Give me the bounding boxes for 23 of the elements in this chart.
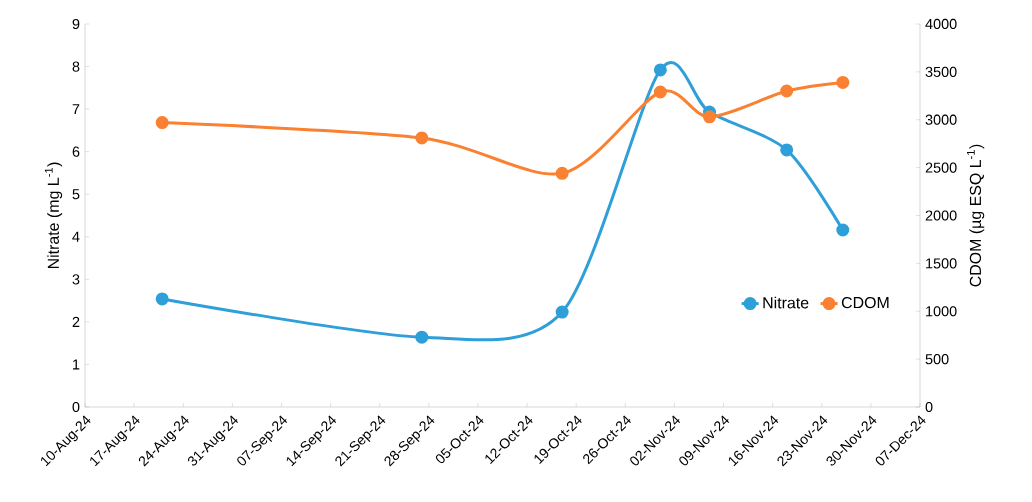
y-tick-label: 7 <box>72 104 80 115</box>
y-tick-label: 0 <box>72 401 80 413</box>
y-tick-label: 1 <box>73 359 80 370</box>
y-tick-label: 4 <box>72 231 80 242</box>
y2-tick-label: 1500 <box>926 258 957 269</box>
y2-tick-label: 0 <box>925 401 933 413</box>
y-tick-label: 5 <box>72 189 80 200</box>
legend-label: Nitrate <box>763 296 809 309</box>
y2-tick-label: 1000 <box>926 306 957 317</box>
y-tick-label: 2 <box>72 316 80 327</box>
y2-axis-title: CDOM (µg ESQ L$^{-1}$) <box>967 144 985 287</box>
y-tick-label: 9 <box>72 18 80 30</box>
legend-label: CDOM <box>841 296 889 309</box>
y-tick-label: 8 <box>72 61 80 72</box>
y2-tick-label: 3500 <box>925 66 957 77</box>
y-axis-title: Nitrate (mg L$^{-1}$) <box>44 162 63 269</box>
y2-tick-label: 2000 <box>925 210 957 221</box>
y2-tick-label: 3000 <box>925 114 957 125</box>
y-tick-label: 6 <box>72 146 80 157</box>
y2-tick-label: 500 <box>925 354 949 365</box>
y2-tick-label: 2500 <box>925 162 957 173</box>
y2-tick-label: 4000 <box>925 18 957 30</box>
y-tick-label: 3 <box>72 274 80 285</box>
